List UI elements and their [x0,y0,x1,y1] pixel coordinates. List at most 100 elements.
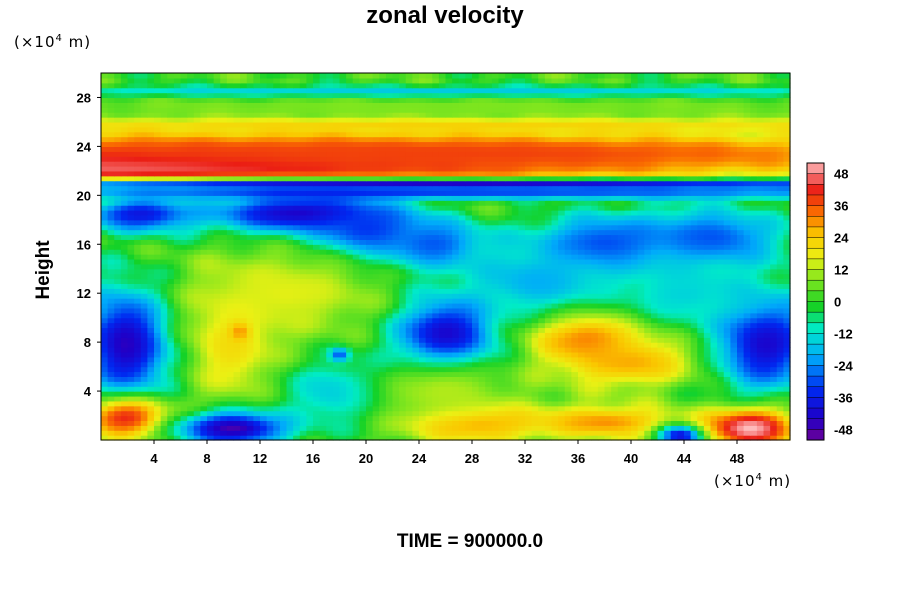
heatmap-cell [200,337,208,343]
heatmap-cell [438,210,447,216]
heatmap-cell [472,263,480,270]
heatmap-cell [173,244,182,250]
heatmap-cell [710,302,718,309]
heatmap-cell [147,337,155,343]
heatmap-cell [332,244,341,250]
heatmap-cell [538,361,546,368]
heatmap-cell [776,254,784,260]
heatmap-cell [293,395,301,402]
heatmap-cell [412,400,420,407]
heatmap-cell [332,425,341,431]
heatmap-cell [200,371,208,377]
heatmap-cell [399,205,407,211]
heatmap-cell [624,205,632,211]
heatmap-cell [511,342,519,348]
heatmap-cell [293,268,301,275]
heatmap-cell [525,322,533,329]
heatmap-cell [770,371,778,377]
heatmap-cell [717,415,725,422]
heatmap-cell [578,249,586,255]
heatmap-cell [313,415,321,422]
heatmap-cell [120,239,129,245]
heatmap-cell [213,395,221,402]
heatmap-cell [458,322,466,329]
heatmap-cell [525,337,533,343]
heatmap-cell [558,347,566,353]
heatmap-cell [385,263,394,270]
heatmap-cell [346,312,354,319]
heatmap-cell [452,268,460,275]
heatmap-cell [571,405,579,412]
heatmap-cell [756,268,765,275]
heatmap-cell [313,347,321,353]
heatmap-cell [644,366,652,373]
heatmap-cell [445,307,453,314]
heatmap-cell [233,278,241,285]
heatmap-cell [147,366,155,373]
heatmap-cell [220,435,228,441]
heatmap-cell [114,376,122,382]
heatmap-cell [299,254,307,260]
heatmap-cell [763,351,771,358]
heatmap-cell [366,347,374,353]
heatmap-cell [578,410,586,417]
heatmap-cell [472,249,480,255]
heatmap-cell [657,332,665,338]
heatmap-cell [313,258,321,265]
heatmap-cell [313,249,321,255]
heatmap-cell [478,356,486,363]
heatmap-cell [551,351,559,358]
heatmap-cell [604,420,612,426]
heatmap-cell [677,283,685,289]
heatmap-cell [730,205,738,211]
heatmap-cell [293,391,301,397]
heatmap-cell [737,395,745,402]
heatmap-cell [472,366,480,373]
heatmap-cell [134,288,142,294]
heatmap-cell [465,410,473,417]
heatmap-cell [432,400,440,407]
heatmap-cell [584,386,592,392]
heatmap-cell [730,263,738,270]
heatmap-cell [657,376,665,382]
heatmap-cell [366,312,374,319]
heatmap-cell [372,351,380,358]
heatmap-cell [220,234,228,240]
heatmap-cell [684,244,692,250]
heatmap-cell [385,381,394,387]
heatmap-cell [710,293,718,299]
heatmap-cell [332,342,341,348]
heatmap-cell [690,376,698,382]
heatmap-cell [505,258,513,265]
heatmap-cell [551,430,559,436]
heatmap-cell [723,312,731,319]
heatmap-cell [412,224,420,231]
heatmap-cell [207,210,215,216]
heatmap-cell [518,430,526,436]
heatmap-cell [120,317,129,324]
heatmap-cell [750,205,758,211]
heatmap-cell [591,298,599,304]
heatmap-cell [293,293,301,299]
heatmap-cell [684,410,692,417]
heatmap-cell [505,254,513,260]
heatmap-cell [127,347,135,353]
heatmap-cell [458,391,466,397]
heatmap-cell [631,405,639,412]
heatmap-cell [551,302,559,309]
heatmap-cell [253,332,261,338]
heatmap-cell [319,249,327,255]
heatmap-cell [465,288,473,294]
heatmap-cell [657,244,665,250]
heatmap-cell [114,361,122,368]
heatmap-cell [226,254,235,260]
heatmap-cell [246,405,254,412]
heatmap-cell [432,283,440,289]
heatmap-cell [140,268,148,275]
heatmap-cell [167,254,175,260]
heatmap-cell [697,307,705,314]
heatmap-cell [558,249,566,255]
heatmap-cell [478,342,486,348]
heatmap-cell [253,322,261,329]
heatmap-cell [743,337,751,343]
